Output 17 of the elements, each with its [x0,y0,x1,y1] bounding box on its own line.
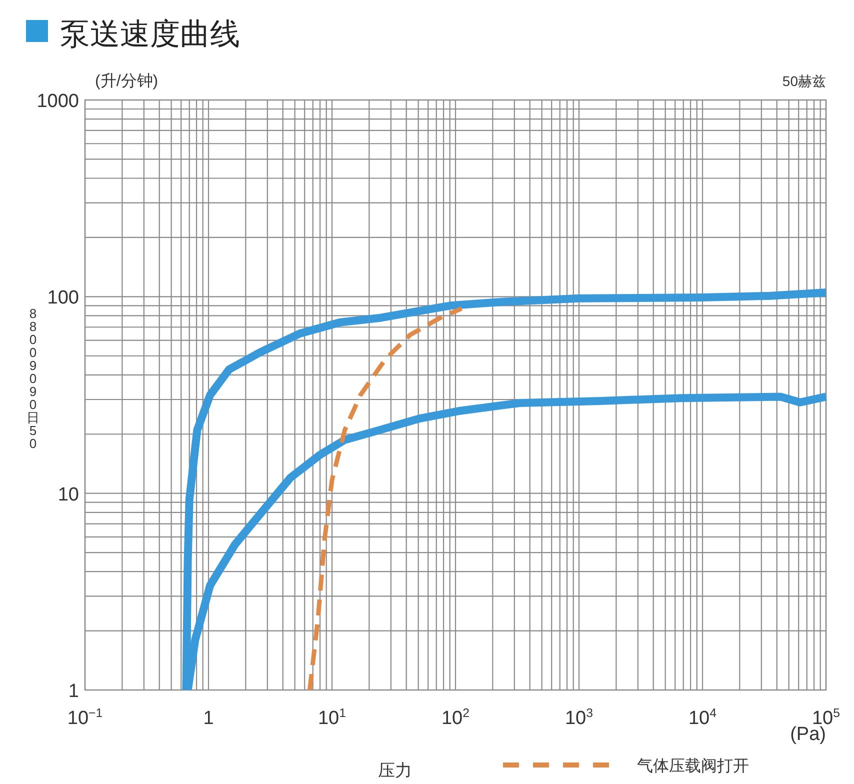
x-tick-label: 1 [203,708,214,729]
x-tick-label: 10$^{2}$ [441,706,470,729]
x-tick-label: 10$^{−1}$ [67,706,103,729]
x-tick-label: 10$^{4}$ [688,706,717,729]
text: 88009090日50 [26,306,40,451]
text: (Pa) [790,724,826,745]
x-axis-title: 压力 [378,761,412,780]
text: 50赫兹 [782,73,826,89]
y-tick-label: 1 [68,681,79,702]
y-axis-title: (升/分钟) [95,72,158,90]
chart-title: 泵送速度曲线 [60,18,240,51]
x-tick-label: 10$^{3}$ [564,706,594,729]
y-tick-label: 1000 [36,91,79,112]
x-tick-label: 10$^{1}$ [318,706,346,729]
y-tick-label: 10 [58,484,79,506]
y-tick-label: 100 [47,288,79,309]
text: 气体压载阀打开 [637,757,749,775]
